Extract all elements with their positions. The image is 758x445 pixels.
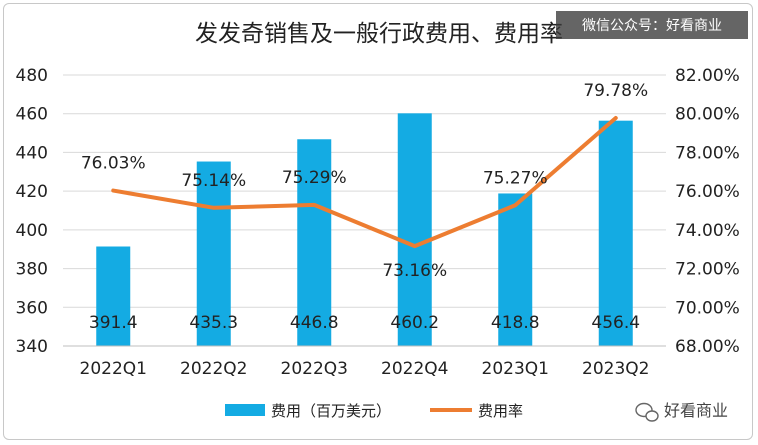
watermark-text: 微信公众号：好看商业	[582, 18, 722, 34]
legend: 费用（百万美元） 费用率	[225, 402, 523, 420]
right-y-axis: 68.00% 70.00% 72.00% 74.00% 76.00% 78.00% 80.0…	[675, 66, 740, 357]
x-axis-category-label: 2022Q2	[180, 359, 247, 379]
left-axis-tick-label: 480	[16, 66, 48, 86]
x-axis-category-label: 2023Q1	[482, 359, 549, 379]
bar-value-label: 391.4	[89, 313, 138, 333]
bar-data-labels: 391.4 435.3 446.8 460.2 418.8 456.4	[89, 313, 640, 333]
left-axis-tick-label: 420	[16, 182, 48, 202]
left-y-axis: 340 360 380 400 420 440 460 480	[16, 66, 48, 357]
right-axis-tick-label: 68.00%	[675, 337, 740, 357]
left-axis-tick-label: 360	[16, 298, 48, 318]
x-axis-category-label: 2022Q1	[80, 359, 147, 379]
right-axis-tick-label: 72.00%	[675, 260, 740, 280]
left-axis-tick-label: 400	[16, 221, 48, 241]
rate-value-label: 79.78%	[583, 81, 648, 101]
chart-frame	[3, 3, 753, 440]
watermark-background	[556, 11, 748, 39]
right-axis-tick-label: 74.00%	[675, 221, 740, 241]
right-axis-tick-label: 76.00%	[675, 182, 740, 202]
rate-line	[111, 115, 618, 249]
rate-value-label: 75.29%	[282, 168, 347, 188]
left-axis-tick-label: 460	[16, 105, 48, 125]
x-axis-category-label: 2023Q2	[582, 359, 649, 379]
x-axis: 2022Q1 2022Q2 2022Q3 2022Q4 2023Q1 2023Q2	[63, 345, 666, 379]
line-series	[111, 115, 618, 249]
left-axis-tick-label: 340	[16, 337, 48, 357]
rate-value-label: 73.16%	[382, 261, 447, 281]
bar-value-label: 446.8	[290, 313, 339, 333]
right-axis-tick-label: 70.00%	[675, 298, 740, 318]
rate-value-label: 75.14%	[181, 171, 246, 191]
legend-bar-label: 费用（百万美元）	[271, 402, 391, 420]
bar	[196, 161, 231, 346]
x-axis-category-label: 2022Q4	[381, 359, 448, 379]
logo-text: 好看商业	[664, 401, 728, 420]
logo: 好看商业	[635, 401, 728, 422]
rate-value-label: 76.03%	[81, 154, 146, 174]
bar	[96, 246, 131, 346]
right-axis-tick-label: 78.00%	[675, 143, 740, 163]
bar	[498, 193, 533, 346]
bar-value-label: 418.8	[491, 313, 540, 333]
bar	[297, 139, 332, 346]
bar	[397, 113, 432, 346]
bar-value-label: 435.3	[189, 313, 238, 333]
chart-title: 发发奇销售及一般行政费用、费用率	[195, 21, 563, 47]
bar-value-label: 460.2	[390, 313, 439, 333]
right-axis-tick-label: 80.00%	[675, 105, 740, 125]
gridlines	[63, 74, 666, 308]
rate-value-label: 75.27%	[483, 168, 548, 188]
left-axis-tick-label: 440	[16, 143, 48, 163]
left-axis-tick-label: 380	[16, 260, 48, 280]
bar-series	[96, 113, 633, 346]
bar	[598, 120, 633, 346]
x-axis-category-label: 2022Q3	[281, 359, 348, 379]
wechat-icon	[635, 402, 659, 422]
right-axis-tick-label: 82.00%	[675, 66, 740, 86]
rate-data-labels: 76.03% 75.14% 75.29% 73.16% 75.27% 79.78%	[81, 81, 648, 281]
legend-line-label: 费用率	[478, 402, 523, 420]
legend-bar-swatch	[225, 404, 265, 416]
bar-value-label: 456.4	[591, 313, 640, 333]
